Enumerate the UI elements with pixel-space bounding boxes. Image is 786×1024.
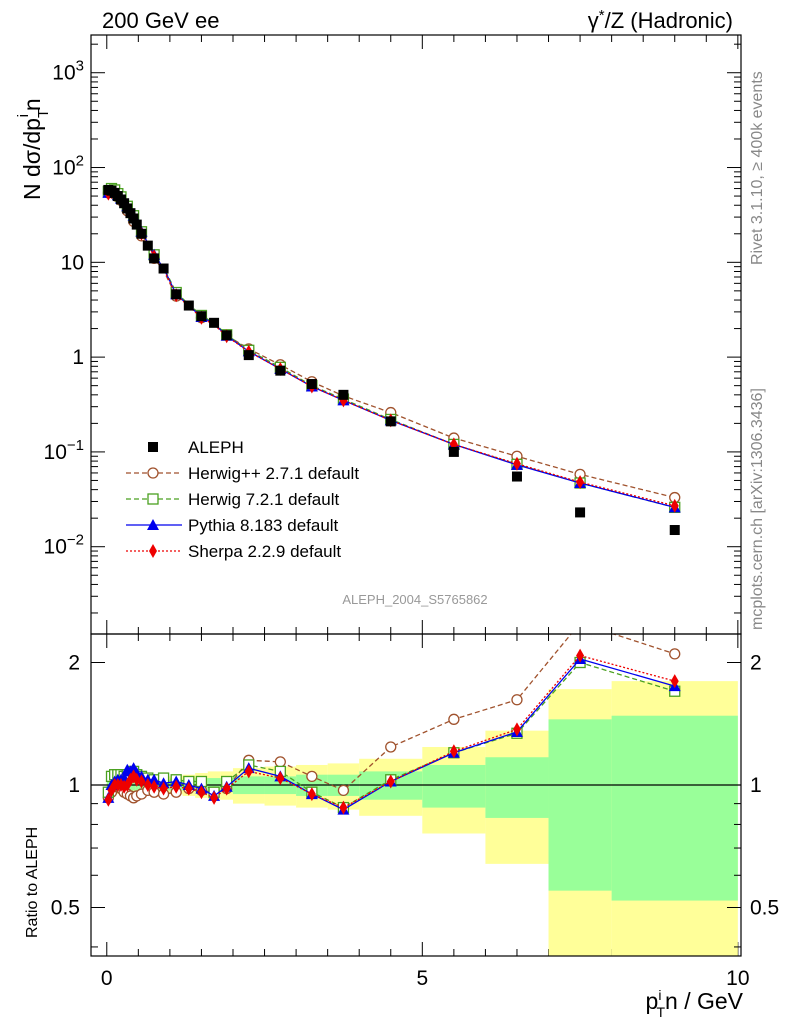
legend-label: Sherpa 2.2.9 default xyxy=(188,542,341,561)
ratio-y-tick-label-right: 0.5 xyxy=(750,896,779,919)
uncertainty-band-inner xyxy=(422,764,486,808)
y-tick-label: 10−1 xyxy=(44,437,84,464)
series-point-ratio xyxy=(512,722,521,737)
y-tick-label: 10−2 xyxy=(44,532,84,559)
series-point-ratio xyxy=(337,784,350,797)
ratio-plot-frame xyxy=(90,633,742,957)
rivet-version: Rivet 3.1.10, ≥ 400k events xyxy=(749,71,766,265)
legend-label: Herwig 7.2.1 default xyxy=(188,490,339,509)
series-point-ratio xyxy=(276,771,285,786)
ratio-y-tick-label-right: 1 xyxy=(750,774,762,797)
main-panel: 0 5 10 10−2 10−1 1 10 102 103 ALEPH_2004_S576586… xyxy=(44,34,750,990)
data-point xyxy=(196,311,207,322)
y-tick-label: 103 xyxy=(52,58,84,85)
series-point-ratio xyxy=(670,674,679,689)
data-point xyxy=(209,317,220,328)
series-point-ratio xyxy=(222,781,231,796)
data-point xyxy=(221,330,232,341)
ratio-panel: 0.5 0.5 1 1 2 2 xyxy=(51,633,779,957)
series-point-ratio xyxy=(159,781,168,796)
legend-marker xyxy=(147,519,159,530)
legend-marker xyxy=(147,493,159,505)
header-left: 200 GeV ee xyxy=(102,8,219,33)
series-point-ratio xyxy=(148,773,161,785)
data-point xyxy=(669,525,680,536)
data-point xyxy=(306,379,317,390)
data-point xyxy=(136,228,147,239)
series-point-ratio xyxy=(339,800,348,815)
series-point-ratio xyxy=(448,713,460,725)
legend: ALEPH Herwig++ 2.7.1 default Herwig 7.2.1 … xyxy=(126,438,359,561)
uncertainty-band-inner xyxy=(611,715,738,901)
x-tick-label: 5 xyxy=(416,967,428,990)
data-point xyxy=(448,446,459,457)
x-tick-label: 0 xyxy=(101,967,113,990)
data-point xyxy=(128,213,139,224)
series-point-ratio xyxy=(150,779,159,794)
y-tick-label: 102 xyxy=(52,153,84,180)
series-point-main xyxy=(670,498,679,513)
main-y-axis-title: N dσ/dpTin xyxy=(15,98,52,200)
series-point-ratio xyxy=(244,764,253,779)
series-point-main xyxy=(512,456,521,471)
data-point xyxy=(119,198,130,209)
series-point-ratio xyxy=(120,779,129,794)
series-point-ratio xyxy=(385,741,397,753)
legend-marker xyxy=(149,544,157,558)
series-point-ratio xyxy=(306,770,318,783)
y-tick-label: 10 xyxy=(61,251,84,274)
series-point-ratio xyxy=(576,648,585,663)
series-point-ratio xyxy=(307,787,316,802)
data-point xyxy=(385,416,396,427)
data-point xyxy=(131,219,142,230)
series-point-ratio xyxy=(172,779,181,794)
series-point-ratio xyxy=(386,774,395,789)
data-point xyxy=(275,365,286,376)
data-point xyxy=(575,507,586,518)
data-point xyxy=(511,471,522,482)
series-point-ratio xyxy=(669,648,681,660)
series-point-ratio xyxy=(197,785,206,800)
series-point-ratio xyxy=(137,774,146,789)
data-point xyxy=(171,289,182,300)
legend-marker xyxy=(147,467,159,479)
series-line-main xyxy=(108,190,675,509)
ratio-y-axis-title: Ratio to ALEPH xyxy=(24,827,41,938)
series-line-main xyxy=(107,187,675,509)
x-axis-title: pi Tn / GeV xyxy=(646,987,744,1020)
ratio-y-tick-label-left: 2 xyxy=(68,652,80,675)
legend-marker-data xyxy=(148,442,158,452)
mcplots-reference: mcplots.cern.ch [arXiv:1306.3436] xyxy=(749,388,766,630)
data-point xyxy=(183,300,194,311)
data-point xyxy=(149,253,160,264)
series-point-main xyxy=(576,475,585,490)
data-point xyxy=(142,240,153,251)
ratio-y-tick-label-left: 0.5 xyxy=(51,896,80,919)
header-right: γ*/Z (Hadronic) xyxy=(588,7,733,33)
x-tick-label: 10 xyxy=(726,967,749,990)
uncertainty-band-inner xyxy=(548,719,612,891)
data-point xyxy=(158,263,169,274)
y-tick-label: 1 xyxy=(72,346,84,369)
analysis-watermark: ALEPH_2004_S5765862 xyxy=(342,592,487,607)
data-point xyxy=(338,389,349,400)
series-point-ratio xyxy=(184,781,193,796)
series-point-ratio xyxy=(449,744,458,759)
ratio-y-tick-label-right: 2 xyxy=(750,652,762,675)
legend-label: Herwig++ 2.7.1 default xyxy=(188,464,359,483)
series-line-main xyxy=(108,191,675,507)
data-point xyxy=(243,350,254,361)
series-line-ratio xyxy=(107,634,675,799)
series-point-ratio xyxy=(511,694,523,706)
uncertainty-band-inner xyxy=(485,757,549,818)
series-point-ratio xyxy=(143,777,152,792)
series-point-ratio xyxy=(274,756,286,768)
legend-label-data: ALEPH xyxy=(188,438,244,457)
legend-label: Pythia 8.183 default xyxy=(188,516,339,535)
series-point-ratio xyxy=(104,792,113,807)
data-point xyxy=(125,208,136,219)
ratio-y-tick-label-left: 1 xyxy=(68,774,80,797)
series-point-ratio xyxy=(210,790,219,805)
